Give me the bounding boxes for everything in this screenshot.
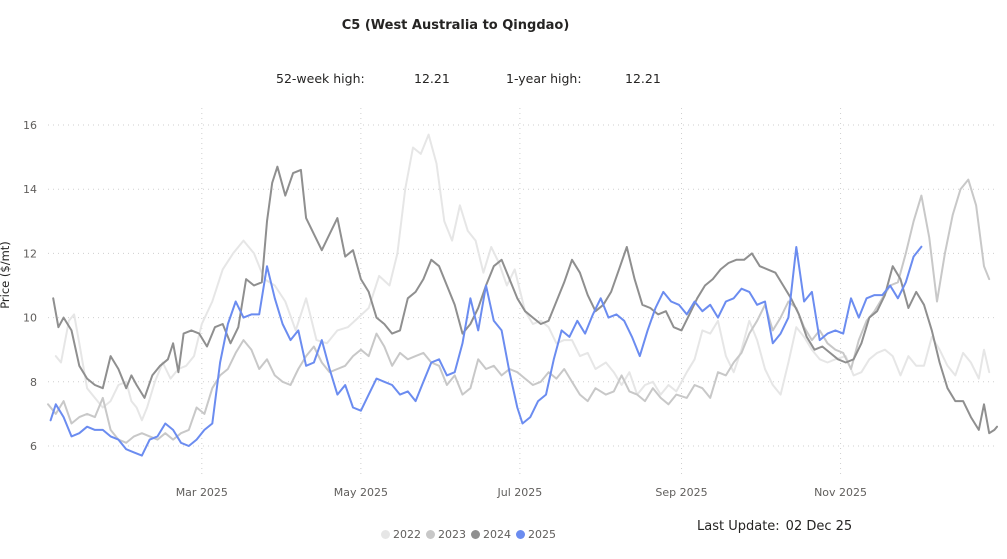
legend-item-2023[interactable]: 2023 — [426, 528, 466, 541]
series-line-2025 — [49, 245, 923, 457]
legend-marker — [516, 530, 525, 539]
y-tick-label: 16 — [23, 119, 37, 132]
legend-marker — [471, 530, 480, 539]
legend-label: 2025 — [528, 528, 556, 541]
year1-high-label: 1-year high: — [506, 71, 582, 86]
y-tick-label: 12 — [23, 247, 37, 260]
x-tick-label: May 2025 — [334, 486, 388, 499]
legend-item-2024[interactable]: 2024 — [471, 528, 511, 541]
y-tick-label: 10 — [23, 312, 37, 325]
series-line-2024 — [52, 165, 998, 435]
y-axis: 6 8 10 12 14 16 — [23, 119, 37, 453]
series-lines — [47, 133, 998, 457]
y-tick-label: 6 — [30, 440, 37, 453]
legend-label: 2023 — [438, 528, 466, 541]
y-tick-label: 8 — [30, 376, 37, 389]
x-axis: Mar 2025 May 2025 Jul 2025 Sep 2025 Nov 2025 — [176, 486, 867, 499]
chart-title: C5 (West Australia to Qingdao) — [341, 18, 570, 33]
x-tick-label: Jul 2025 — [497, 486, 543, 499]
x-tick-label: Sep 2025 — [655, 486, 707, 499]
y-tick-label: 14 — [23, 183, 37, 196]
legend-marker — [381, 530, 390, 539]
legend-label: 2022 — [393, 528, 421, 541]
x-tick-label: Nov 2025 — [814, 486, 867, 499]
week52-high-value: 12.21 — [414, 71, 450, 86]
y-axis-label: Price ($/mt) — [0, 241, 12, 309]
x-tick-label: Mar 2025 — [176, 486, 228, 499]
week52-high-label: 52-week high: — [276, 71, 365, 86]
last-update-value: 02 Dec 25 — [785, 519, 853, 534]
year1-high-value: 12.21 — [625, 71, 661, 86]
legend-item-2022[interactable]: 2022 — [381, 528, 421, 541]
legend-label: 2024 — [483, 528, 511, 541]
series-line-2023 — [47, 178, 991, 444]
legend-marker — [426, 530, 435, 539]
last-update: Last Update: 02 Dec 25 — [697, 519, 858, 534]
legend: 2022 2023 2024 2025 — [381, 528, 561, 541]
last-update-label: Last Update: — [697, 519, 780, 534]
legend-item-2025[interactable]: 2025 — [516, 528, 556, 541]
